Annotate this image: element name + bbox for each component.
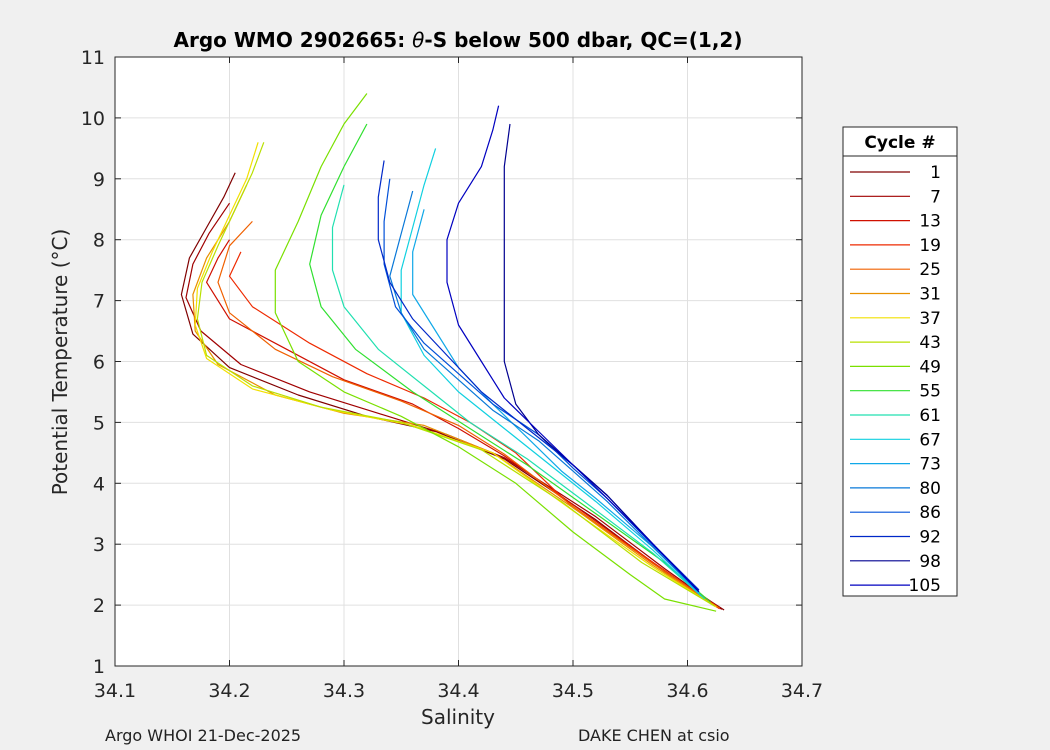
y-tick-label: 6 <box>93 352 105 374</box>
legend-label-80: 80 <box>919 479 941 499</box>
legend-label-55: 55 <box>919 382 941 402</box>
legend-label-25: 25 <box>919 260 941 280</box>
legend: Cycle # 1 7 13 19 25 31 37 43 49 55 61 67 73 80 86 92 98… <box>842 126 958 597</box>
x-tick-label: 34.1 <box>94 680 136 702</box>
series-lines <box>180 93 725 612</box>
y-axis-label: Potential Temperature (°C) <box>48 229 72 496</box>
y-axis-label-main: Potential Temperature ( <box>48 260 72 495</box>
legend-label-98: 98 <box>919 552 941 572</box>
y-tick-label: 4 <box>93 473 105 495</box>
chart-title-suffix: -S below 500 dbar, QC=(1,2) <box>424 28 742 52</box>
footer-left: Argo WHOI 21-Dec-2025 <box>105 726 302 745</box>
series-line-cycle-67 <box>400 148 702 597</box>
series-line-cycle-55 <box>309 123 711 603</box>
series-line-cycle-98 <box>503 123 700 593</box>
chart-title-prefix: Argo WMO 2902665: <box>174 28 413 52</box>
series-line-cycle-25 <box>217 220 720 609</box>
legend-label-49: 49 <box>919 357 941 377</box>
chart-title: Argo WMO 2902665: θ-S below 500 dbar, QC… <box>174 28 743 52</box>
x-tick-label: 34.6 <box>666 680 708 702</box>
legend-label-73: 73 <box>919 455 941 475</box>
x-axis-label: Salinity <box>421 705 495 729</box>
x-tick-label: 34.4 <box>437 680 479 702</box>
legend-label-37: 37 <box>919 309 941 329</box>
legend-box <box>842 126 958 597</box>
x-tick-label: 34.3 <box>323 680 365 702</box>
y-tick-label: 8 <box>93 230 105 252</box>
legend-label-61: 61 <box>919 406 941 426</box>
legend-title: Cycle # <box>864 133 935 153</box>
series-line-cycle-13 <box>206 239 720 610</box>
legend-label-92: 92 <box>919 528 941 548</box>
series-line-cycle-80 <box>389 190 700 593</box>
y-tick-label: 2 <box>93 595 105 617</box>
axis-ticks: 34.1 34.2 34.3 34.4 34.5 34.6 34.7 1 2 3 4 5 6 7 8 9 10 1… <box>81 47 823 702</box>
x-tick-label: 34.2 <box>208 680 250 702</box>
legend-label-7: 7 <box>930 187 941 207</box>
chart-title-theta: θ <box>412 28 424 52</box>
series-line-cycle-43 <box>196 142 716 607</box>
y-tick-label: 10 <box>81 108 105 130</box>
footer-right: DAKE CHEN at csio <box>578 726 730 745</box>
series-line-cycle-7 <box>185 202 723 610</box>
legend-label-43: 43 <box>919 333 941 353</box>
legend-label-19: 19 <box>919 236 941 256</box>
legend-label-105: 105 <box>909 576 941 596</box>
y-tick-label: 7 <box>93 291 105 313</box>
series-line-cycle-49 <box>274 93 717 612</box>
y-tick-label: 11 <box>81 47 105 69</box>
series-line-cycle-61 <box>331 184 706 600</box>
y-axis-label-unit: °C) <box>48 229 72 261</box>
x-tick-label: 34.5 <box>552 680 594 702</box>
legend-label-1: 1 <box>930 163 941 183</box>
y-tick-label: 1 <box>93 656 105 678</box>
legend-label-31: 31 <box>919 285 941 305</box>
y-tick-label: 9 <box>93 169 105 191</box>
legend-label-86: 86 <box>919 503 941 523</box>
y-tick-label: 3 <box>93 534 105 556</box>
x-tick-label: 34.7 <box>781 680 823 702</box>
legend-label-13: 13 <box>919 212 941 232</box>
y-tick-label: 5 <box>93 412 105 434</box>
legend-label-67: 67 <box>919 430 941 450</box>
series-line-cycle-105 <box>446 105 700 593</box>
